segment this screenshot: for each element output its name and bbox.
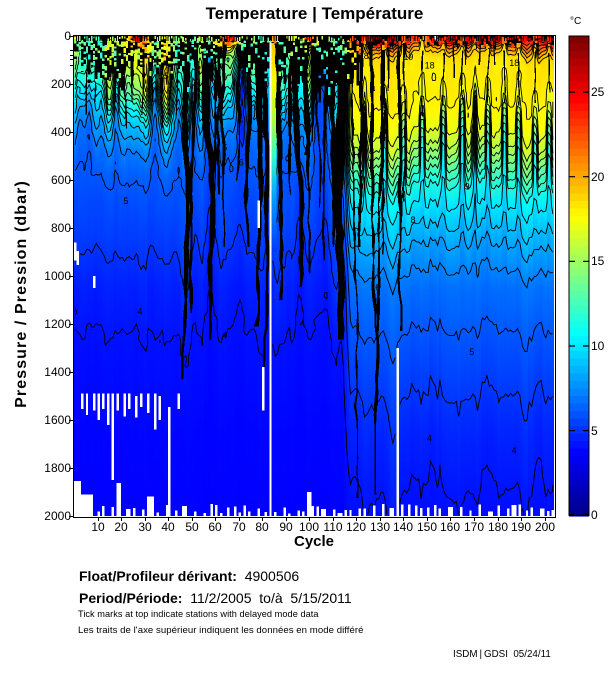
svg-text:4: 4	[300, 318, 305, 328]
svg-text:6: 6	[239, 158, 244, 168]
svg-text:4: 4	[512, 446, 517, 456]
svg-text:5: 5	[222, 143, 227, 153]
svg-text:5: 5	[123, 196, 128, 206]
svg-text:8: 8	[411, 215, 416, 225]
svg-text:18: 18	[425, 60, 435, 70]
svg-text:19: 19	[403, 52, 413, 62]
svg-text:4: 4	[138, 306, 143, 316]
svg-text:6: 6	[375, 282, 380, 292]
svg-text:4: 4	[222, 330, 227, 340]
svg-text:15: 15	[159, 71, 169, 81]
svg-text:5: 5	[469, 347, 474, 357]
svg-text:18: 18	[509, 58, 519, 68]
svg-text:20: 20	[387, 42, 397, 52]
svg-text:18: 18	[359, 51, 369, 61]
svg-text:9: 9	[465, 182, 470, 192]
svg-text:4: 4	[427, 434, 432, 444]
